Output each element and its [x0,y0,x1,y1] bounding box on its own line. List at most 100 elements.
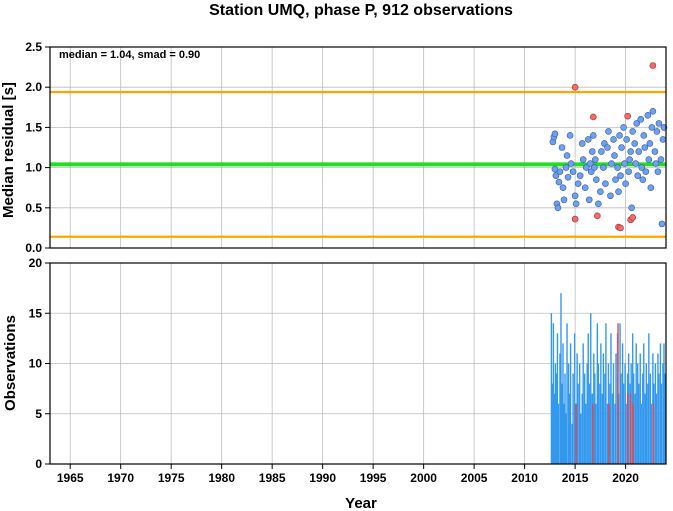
observation-bar [589,383,591,464]
bottom-y-axis-label: Observations [2,315,19,411]
x-tick-label: 2015 [562,471,589,485]
data-point [651,148,659,155]
observation-bar [597,363,600,464]
observation-bar [650,403,653,464]
observation-bar [551,383,554,464]
observation-bar [639,353,641,464]
data-point [635,148,643,155]
data-point [556,168,564,175]
data-point [582,164,590,171]
observation-bar [562,343,564,464]
data-point [578,140,586,147]
data-point [626,156,633,163]
observation-bar [554,363,557,464]
data-point [551,130,559,138]
observation-bar [564,373,566,464]
data-point [647,184,655,191]
observation-bar [576,353,578,464]
outlier-bar [608,403,610,464]
data-point [607,192,614,200]
observation-bar [579,413,582,464]
observation-bar [645,363,648,464]
x-tick-label: 1990 [309,471,336,485]
observation-bar [578,363,581,464]
observation-bar [573,333,576,464]
data-point [612,176,619,183]
y-tick-label: 15 [29,306,43,320]
data-point [602,180,609,187]
y-tick-label: 10 [29,357,43,371]
outlier-point [629,214,636,221]
data-point [638,164,646,171]
observation-bar [552,323,555,464]
y-tick-label: 0 [35,457,42,471]
data-point [653,128,661,135]
outlier-bar [626,393,629,464]
data-point [560,196,568,204]
data-point [621,160,628,167]
data-point [648,124,656,131]
data-point [584,136,592,143]
observation-bar [612,363,615,464]
observation-bar [584,373,586,464]
data-point [610,136,617,143]
observation-bar [654,363,657,464]
observation-bar [662,363,664,464]
data-point [604,144,611,151]
observation-bar [649,373,652,464]
data-point [628,204,635,212]
data-point [592,156,599,163]
data-point [586,160,594,167]
data-point [571,192,579,200]
data-point [629,128,636,135]
x-tick-label: 2005 [461,471,488,485]
data-point [655,120,663,127]
data-point [563,152,571,159]
top-y-axis-label: Median residual [s] [0,82,17,218]
data-point [657,156,665,163]
x-tick-label: 1995 [360,471,387,485]
observation-bar [595,403,597,464]
observation-bar [658,373,660,464]
observation-bar [582,343,584,464]
observation-bar [559,353,561,464]
chart-title: Station UMQ, phase P, 912 observations [209,2,513,19]
outlier-point [649,62,657,69]
y-tick-label: 2.0 [25,80,42,94]
observation-bar [640,403,642,464]
observation-bar [647,383,649,464]
x-tick-label: 2020 [612,471,639,485]
outlier-bar [592,403,594,464]
observation-bar [614,403,616,464]
data-point [658,220,666,228]
observation-bar [565,413,567,464]
observation-bar [627,353,630,464]
data-point [554,204,562,212]
observation-bar [593,353,595,464]
observation-bar [587,333,589,464]
observation-bar [648,333,650,464]
outlier-point [594,212,601,220]
x-tick-label: 1965 [57,471,84,485]
bottom-bars [550,293,666,464]
observation-bar [571,423,573,464]
data-point [625,168,632,175]
data-point [558,144,566,151]
observation-bar [635,343,637,464]
observation-bar [568,393,571,464]
data-point [620,124,627,131]
observation-bar [561,383,563,464]
data-point [585,196,593,204]
data-point [579,156,587,163]
observation-bar [660,383,663,464]
top-points [549,62,668,232]
outlier-point [571,215,579,223]
bottom-x-ticks: 1965 1970 1975 1980 1985 1990 1995 2000 2005 2010… [57,464,639,485]
observation-bar [642,373,644,464]
data-point [588,148,596,155]
x-tick-label: 1985 [259,471,286,485]
data-point [633,120,641,127]
data-point [627,148,634,155]
data-point [564,173,572,181]
data-point [618,144,625,151]
